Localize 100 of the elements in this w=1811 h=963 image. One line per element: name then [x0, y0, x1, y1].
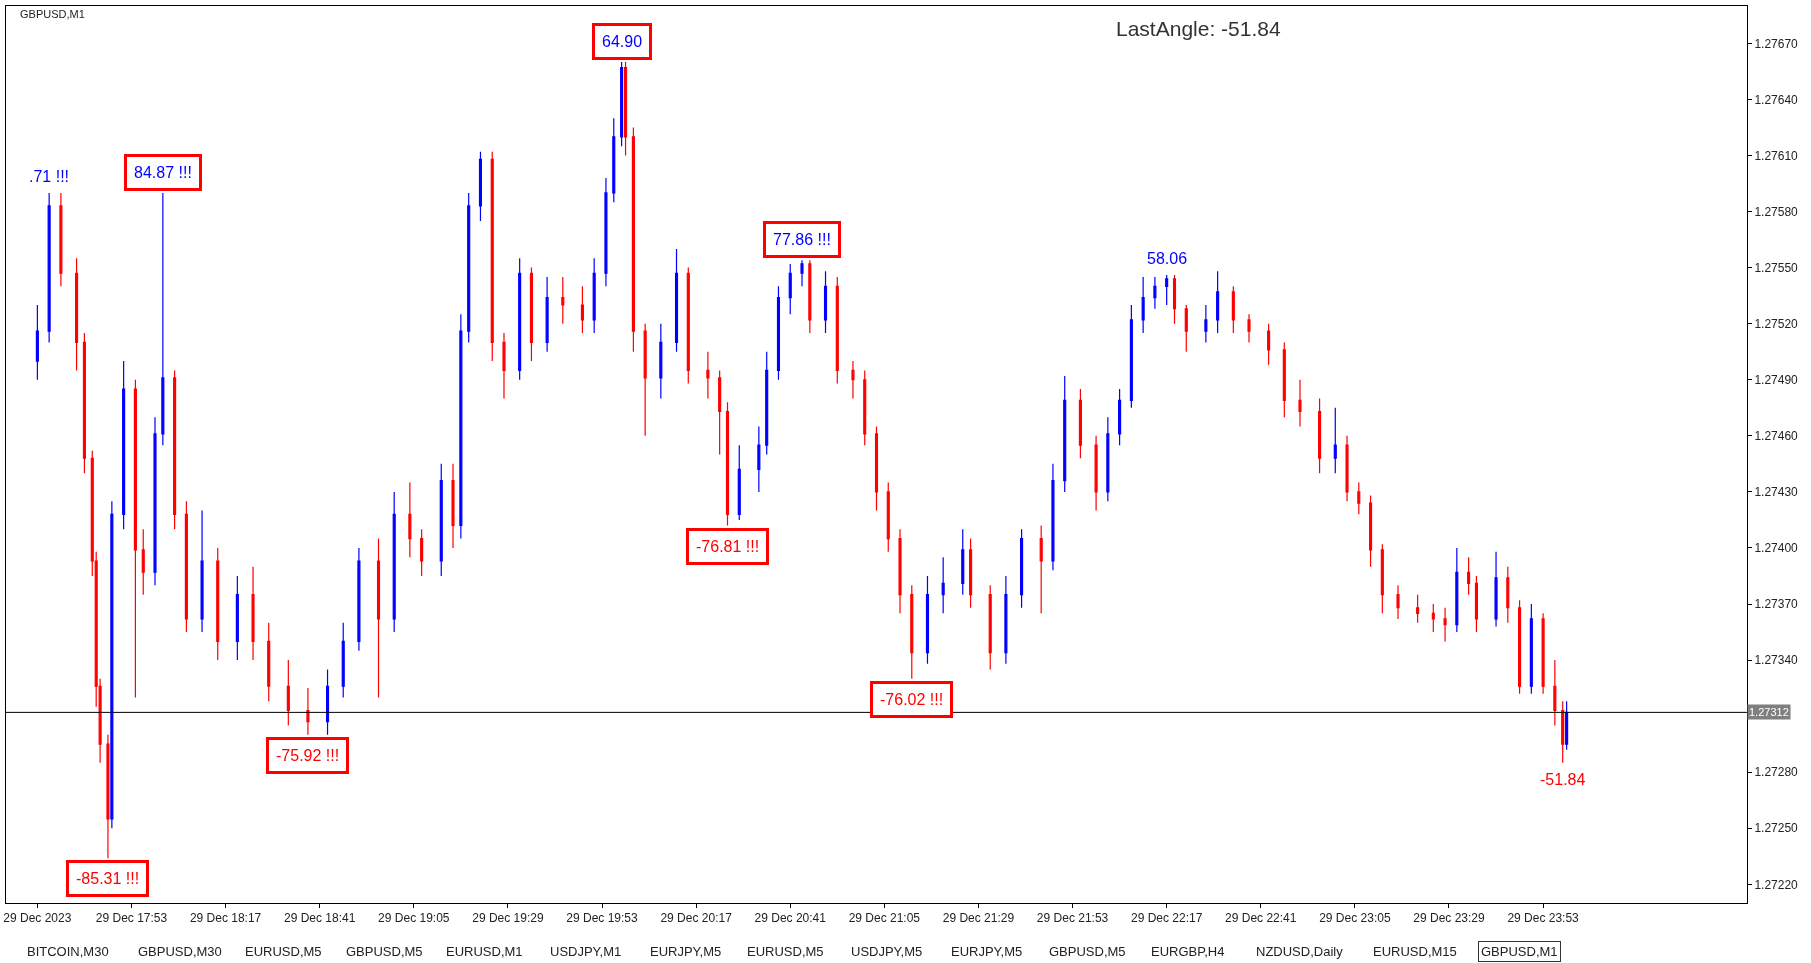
- candlestick: [925, 575, 930, 665]
- candlestick: [1020, 528, 1024, 609]
- candlestick: [1184, 304, 1188, 353]
- candlestick: [451, 463, 455, 549]
- x-tick-label: 29 Dec 23:53: [1507, 911, 1580, 926]
- annotation: LastAngle: -51.84: [1116, 17, 1281, 40]
- x-tick-label: 29 Dec 22:41: [1225, 911, 1297, 926]
- candlestick: [286, 659, 290, 727]
- text: GBPUSD,M1: [1481, 944, 1558, 959]
- x-tick-label: 29 Dec 2023: [3, 911, 72, 926]
- x-tick-label: 29 Dec 20:17: [660, 911, 733, 926]
- x-tick-label: 29 Dec 23:29: [1413, 911, 1486, 926]
- candlestick: [910, 584, 914, 680]
- text: EURUSD,M1: [446, 944, 523, 959]
- candlestick: [1094, 435, 1098, 512]
- text: GBPUSD,M5: [1049, 944, 1126, 959]
- y-tick-label: 1.27400: [1754, 541, 1799, 556]
- x-tick-label: 29 Dec 22:17: [1130, 911, 1203, 926]
- y-tick-label: 1.27490: [1754, 372, 1799, 387]
- candlestick: [1529, 603, 1533, 695]
- candlestick: [82, 332, 86, 474]
- y-tick-label: 1.27580: [1754, 204, 1799, 219]
- candlestick: [529, 267, 533, 362]
- text: EURJPY,M5: [951, 944, 1023, 959]
- y-tick-label: 1.27430: [1754, 485, 1799, 500]
- candlestick: [1455, 547, 1459, 633]
- text: EURJPY,M5: [650, 944, 722, 959]
- y-tick-label: 1.27460: [1754, 429, 1799, 444]
- candlestick: [1318, 397, 1322, 474]
- candlestick: [1078, 388, 1082, 459]
- candlestick: [1518, 599, 1522, 695]
- candlestick: [800, 259, 804, 287]
- x-tick-label: 29 Dec 18:41: [283, 911, 356, 926]
- y-tick-label: 1.27640: [1754, 92, 1799, 107]
- candlestick: [886, 481, 890, 553]
- candlestick: [1298, 379, 1302, 428]
- candlestick: [1051, 463, 1055, 571]
- candlestick: [1357, 481, 1361, 515]
- candlestick: [518, 257, 522, 381]
- text: BITCOIN,M30: [27, 944, 109, 959]
- x-tick-label: 29 Dec 19:53: [566, 911, 639, 926]
- candlestick: [392, 491, 396, 633]
- candlestick: [1231, 285, 1235, 334]
- ref-line-label: 1.27312: [1749, 706, 1789, 718]
- candlestick: [545, 276, 549, 353]
- candlestick: [200, 509, 204, 633]
- candlestick: [478, 151, 483, 222]
- candlestick: [988, 584, 992, 671]
- candlestick: [1474, 575, 1478, 633]
- candlestick: [1039, 524, 1043, 614]
- annotation: 77.86 !!!: [773, 231, 831, 248]
- candlestick: [267, 622, 271, 702]
- candlestick: [686, 267, 690, 385]
- candlestick: [161, 192, 165, 446]
- text: USDJPY,M5: [851, 944, 923, 959]
- candlestick: [490, 151, 494, 362]
- annotation: -51.84: [1540, 771, 1586, 788]
- candlestick: [1247, 313, 1251, 343]
- candlestick: [439, 463, 443, 577]
- candlestick: [1129, 304, 1133, 409]
- candlestick: [467, 192, 471, 343]
- candlestick: [1267, 323, 1271, 366]
- x-tick-label: 29 Dec 21:53: [1036, 911, 1109, 926]
- candlestick: [173, 369, 177, 530]
- candlestick: [659, 323, 663, 400]
- candlestick: [184, 500, 188, 633]
- text: GBPUSD,M30: [138, 944, 222, 959]
- candlestick: [1431, 603, 1435, 633]
- x-tick-label: 29 Dec 18:17: [189, 911, 262, 926]
- x-tick-label: 29 Dec 19:05: [378, 911, 450, 926]
- candlestick: [59, 192, 63, 287]
- text: EURUSD,M5: [747, 944, 824, 959]
- candlestick: [737, 444, 741, 521]
- candlestick: [502, 332, 506, 400]
- candlestick: [898, 528, 902, 614]
- candlestick: [106, 734, 110, 859]
- candlestick: [357, 547, 361, 652]
- y-tick-label: 1.27670: [1754, 36, 1799, 51]
- candlestick: [1282, 341, 1286, 418]
- candlestick: [808, 259, 812, 334]
- candlestick: [620, 61, 624, 147]
- candlestick: [1553, 659, 1557, 727]
- candlestick: [1506, 566, 1510, 624]
- annotation: 64.90: [602, 33, 643, 50]
- candlestick: [1416, 594, 1420, 624]
- candlestick: [623, 61, 628, 157]
- text: USDJPY,M1: [550, 944, 622, 959]
- candlestick: [851, 360, 855, 400]
- y-tick-label: 1.27520: [1754, 316, 1799, 331]
- x-tick-label: 29 Dec 21:05: [848, 911, 921, 926]
- candlestick: [1467, 556, 1471, 596]
- candlestick: [1443, 607, 1447, 642]
- candlestick: [580, 285, 584, 334]
- y-tick-label: 1.27280: [1754, 765, 1799, 780]
- candlestick: [1165, 274, 1169, 306]
- annotation: 58.06: [1147, 250, 1188, 267]
- annotation: -75.92 !!!: [276, 747, 340, 764]
- candlestick: [1333, 407, 1337, 474]
- candlestick: [1396, 584, 1400, 620]
- candlestick: [765, 351, 769, 456]
